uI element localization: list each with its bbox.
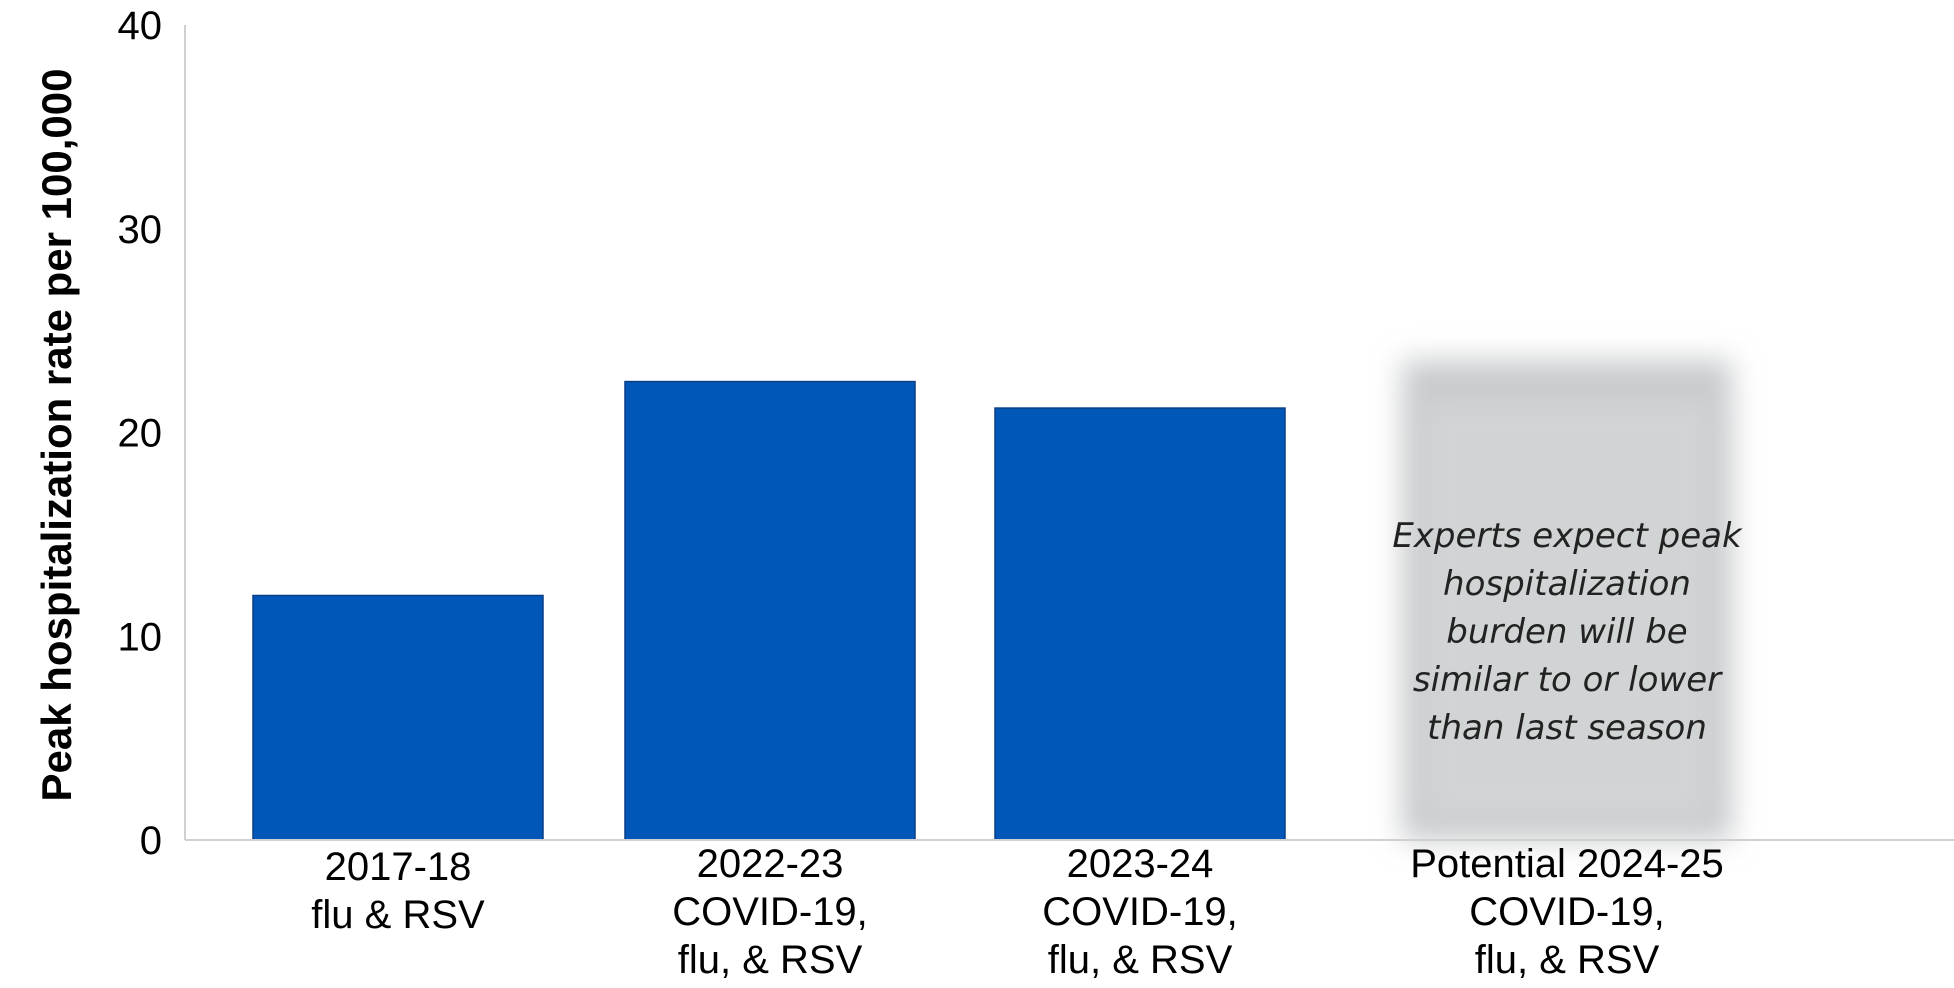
x-category-label-line: 2017-18 xyxy=(325,845,472,889)
x-category-label-line: flu & RSV xyxy=(311,893,485,937)
bar xyxy=(995,408,1285,840)
x-category-label-line: COVID-19, xyxy=(672,890,868,934)
y-tick-label: 0 xyxy=(140,819,162,863)
y-tick-label: 30 xyxy=(118,208,163,252)
forecast-annotation: Experts expect peak hospitalization burden… xyxy=(1392,360,1743,840)
x-category-label-line: Potential 2024-25 xyxy=(1410,842,1724,886)
bar xyxy=(625,382,915,840)
x-category-label: Potential 2024-25 COVID-19, flu, & RSV xyxy=(1410,842,1724,982)
x-category-label-line: flu, & RSV xyxy=(1475,938,1660,982)
x-category-label-line: COVID-19, xyxy=(1042,890,1238,934)
bar xyxy=(253,596,543,841)
x-category-label-line: flu, & RSV xyxy=(678,938,863,982)
annotation-text-line: similar to or lower xyxy=(1413,660,1723,700)
y-tick-label: 10 xyxy=(118,615,163,659)
x-category-label-line: flu, & RSV xyxy=(1048,938,1233,982)
annotation-text-line: hospitalization xyxy=(1443,564,1691,604)
y-tick-label: 20 xyxy=(118,412,163,456)
x-category-label-line: 2022-23 xyxy=(697,842,844,886)
x-category-label: 2017-18 flu & RSV xyxy=(311,845,485,937)
annotation-text-line: Experts expect peak xyxy=(1392,516,1743,556)
annotation-highlight xyxy=(1422,400,1712,820)
x-category-label-line: 2023-24 xyxy=(1067,842,1214,886)
y-tick-label: 40 xyxy=(118,4,163,48)
y-axis-title: Peak hospitalization rate per 100,000 xyxy=(33,69,80,802)
x-category-label-line: COVID-19, xyxy=(1469,890,1665,934)
bars-group xyxy=(253,382,1285,840)
annotation-text-line: burden will be xyxy=(1446,612,1687,652)
x-category-label: 2022-23 COVID-19, flu, & RSV xyxy=(672,842,868,982)
y-tick-labels: 0 10 20 30 40 xyxy=(118,4,163,863)
x-category-label: 2023-24 COVID-19, flu, & RSV xyxy=(1042,842,1238,982)
annotation-text-line: than last season xyxy=(1427,708,1707,748)
